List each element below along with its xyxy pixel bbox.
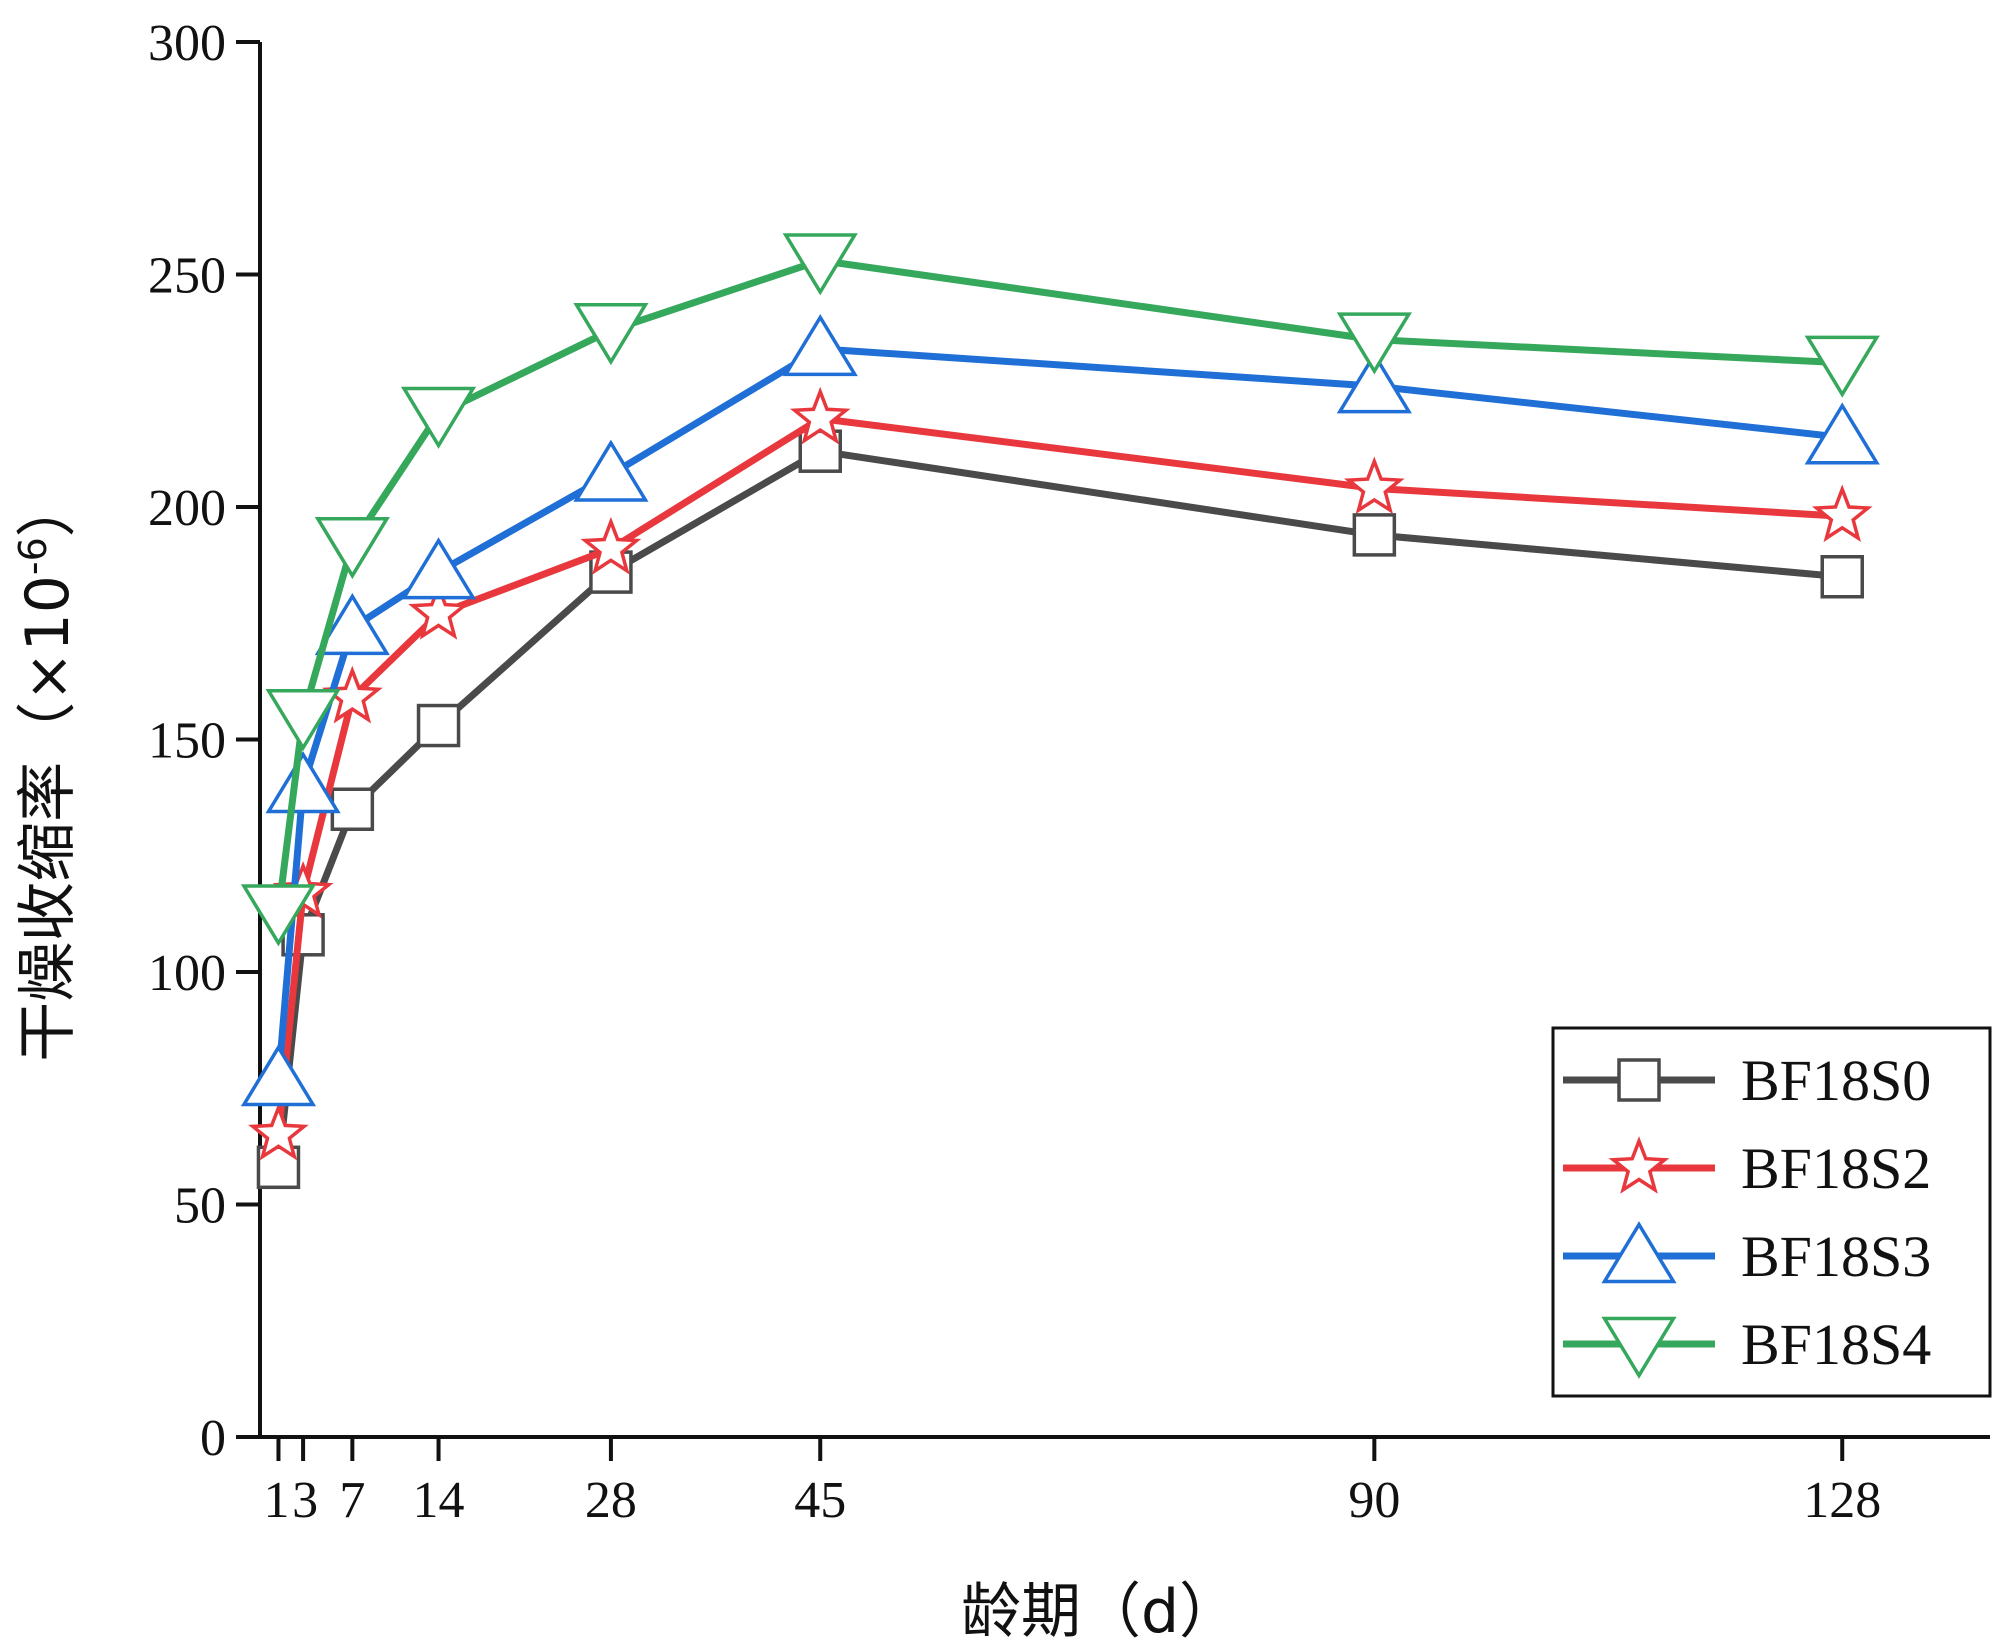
data-point (1344, 456, 1405, 515)
data-point (573, 303, 649, 366)
y-axis-title: 干燥收缩率（×10-6） (11, 477, 83, 1062)
legend-swatch-marker (1601, 1316, 1677, 1379)
legend-swatch-marker (1608, 1136, 1670, 1194)
data-point (580, 516, 642, 575)
legend-label: BF18S2 (1741, 1136, 1931, 1201)
x-tick-label: 128 (1803, 1472, 1881, 1529)
legend-swatch-marker (1617, 1058, 1661, 1102)
legend-item: BF18S2 (1563, 1136, 1931, 1201)
series-line (275, 345, 1846, 1083)
series-BF18S3 (240, 314, 1880, 1107)
data-point (1336, 351, 1412, 414)
data-point (1804, 402, 1880, 465)
data-point (400, 386, 477, 449)
data-point (240, 884, 317, 947)
legend-swatch-marker (1601, 1221, 1677, 1284)
y-tick-label: 200 (148, 480, 226, 537)
data-point (1352, 513, 1397, 557)
legend-item: BF18S0 (1563, 1048, 1931, 1113)
data-point (1804, 335, 1880, 398)
legend-label: BF18S4 (1741, 1312, 1931, 1377)
series-BF18S4 (240, 233, 1880, 947)
data-point (782, 233, 858, 296)
y-tick-label: 0 (200, 1410, 226, 1467)
x-tick-label: 1 (263, 1472, 289, 1529)
series-layer (240, 233, 1880, 1190)
axes: 0 50 100 150 200 250 300 1 3 7 14 28 45 90 128 (148, 15, 1990, 1529)
legend-item: BF18S3 (1563, 1221, 1931, 1289)
data-point (240, 1044, 317, 1107)
y-tick-label: 300 (148, 15, 226, 72)
data-point (265, 751, 341, 814)
data-point (782, 314, 858, 377)
data-point (330, 787, 375, 831)
data-point (408, 582, 469, 640)
x-tick-label: 3 (292, 1472, 318, 1529)
data-point (416, 703, 461, 748)
x-tick-label: 45 (794, 1472, 846, 1529)
y-axis-title-tail: ） (13, 477, 83, 537)
data-point (573, 439, 649, 502)
data-point (400, 537, 477, 600)
data-point (1811, 484, 1873, 543)
x-tick-label: 90 (1348, 1472, 1400, 1529)
y-axis-title-main: 干燥收缩率（×10 (13, 575, 83, 1062)
series-line (275, 257, 1846, 916)
y-axis-title-exponent: -6 (11, 537, 55, 575)
y-tick-label: 150 (148, 713, 226, 770)
y-tick-label: 50 (174, 1178, 226, 1235)
series-line (275, 415, 1846, 1139)
x-tick-label: 14 (413, 1472, 465, 1529)
x-tick-label: 28 (585, 1472, 637, 1529)
legend-item: BF18S4 (1563, 1312, 1931, 1379)
legend: BF18S0 BF18S2 BF18S3 BF18S4 (1551, 1026, 1992, 1398)
x-tick-label: 7 (339, 1472, 365, 1529)
data-point (1336, 312, 1412, 375)
data-point (1820, 555, 1864, 599)
data-point (314, 516, 390, 580)
data-point (314, 593, 390, 656)
legend-label: BF18S3 (1741, 1224, 1931, 1289)
data-point (248, 1102, 309, 1161)
data-point (789, 386, 851, 445)
data-point (265, 689, 341, 752)
legend-label: BF18S0 (1741, 1048, 1931, 1113)
x-axis-title: 龄期（d） (961, 1577, 1239, 1647)
y-tick-label: 250 (148, 248, 226, 305)
y-tick-label: 100 (148, 945, 226, 1002)
